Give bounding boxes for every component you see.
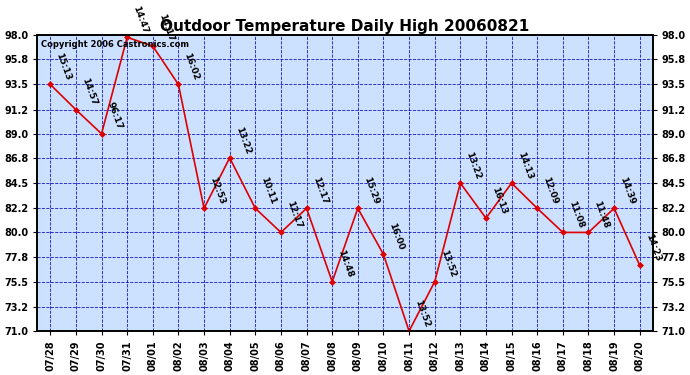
Text: 14:57: 14:57 (80, 76, 99, 107)
Text: 16:13: 16:13 (490, 185, 509, 215)
Text: 13:52: 13:52 (413, 298, 431, 328)
Text: 13:22: 13:22 (464, 150, 483, 180)
Text: 13:22: 13:22 (234, 125, 252, 155)
Text: 12:17: 12:17 (310, 176, 329, 206)
Text: 11:08: 11:08 (567, 200, 585, 230)
Text: 14:48: 14:48 (336, 249, 355, 279)
Text: 14:23: 14:23 (644, 232, 662, 262)
Text: 14:47: 14:47 (131, 4, 150, 34)
Text: 11:48: 11:48 (593, 200, 611, 230)
Text: 96:17: 96:17 (106, 101, 124, 131)
Text: 15:13: 15:13 (55, 52, 72, 82)
Text: Copyright 2006 Castronics.com: Copyright 2006 Castronics.com (41, 40, 188, 49)
Text: 14:39: 14:39 (618, 176, 637, 206)
Title: Outdoor Temperature Daily High 20060821: Outdoor Temperature Daily High 20060821 (160, 19, 530, 34)
Text: 12:09: 12:09 (542, 176, 560, 206)
Text: 12:17: 12:17 (285, 200, 304, 230)
Text: 16:02: 16:02 (183, 52, 201, 82)
Text: 15:29: 15:29 (362, 176, 380, 206)
Text: 16:00: 16:00 (388, 222, 406, 252)
Text: 10:11: 10:11 (259, 176, 277, 206)
Text: 14:17: 14:17 (157, 13, 175, 44)
Text: 13:52: 13:52 (439, 249, 457, 279)
Text: 12:53: 12:53 (208, 176, 226, 206)
Text: 14:13: 14:13 (515, 150, 534, 180)
